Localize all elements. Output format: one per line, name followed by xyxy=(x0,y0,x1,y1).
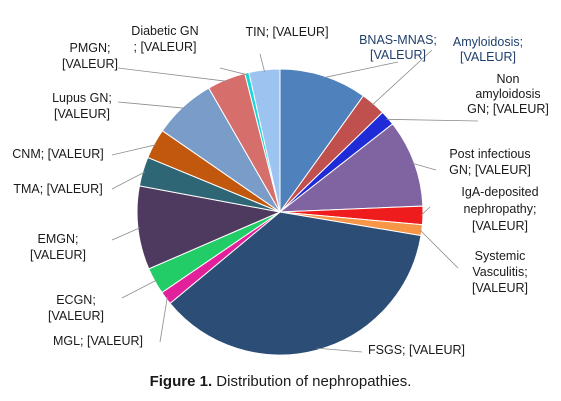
leader-line xyxy=(111,227,141,241)
slice-label-line: [VALEUR] xyxy=(472,281,528,295)
leader-line xyxy=(323,61,399,79)
pie-slice xyxy=(279,68,365,214)
slice-label-line: Lupus GN; xyxy=(52,91,112,105)
slice-label: Systemic Vasculitis; [VALEUR] xyxy=(472,249,528,295)
slice-label: Non amyloidosis GN; [VALEUR] xyxy=(467,72,549,116)
slice-label-line: Non xyxy=(497,72,520,86)
slice-labels: BNAS-MNAS; [VALEUR]Amyloidosis; [VALEUR]No… xyxy=(12,24,549,357)
pie-slices xyxy=(136,68,424,356)
slice-label-line: amyloidosis xyxy=(475,87,540,101)
slice-label-line: CNM; [VALEUR] xyxy=(12,147,103,161)
leader-line xyxy=(420,206,431,216)
slice-label-line: TIN; [VALEUR] xyxy=(245,25,328,39)
slice-label-line: [VALEUR] xyxy=(472,219,528,233)
slice-label-line: Amyloidosis; xyxy=(453,35,523,49)
slice-label-line: IgA-deposited xyxy=(461,185,538,199)
pie-slice xyxy=(136,185,282,270)
slice-label-line: [VALEUR] xyxy=(62,57,118,71)
slice-label-line: Systemic xyxy=(475,249,526,263)
slice-label-line: [VALEUR] xyxy=(370,48,426,62)
leader-line xyxy=(111,171,145,190)
slice-label: PMGN; [VALEUR] xyxy=(62,41,118,71)
slice-label-line: Post infectious xyxy=(449,147,530,161)
slice-label-line: [VALEUR] xyxy=(30,248,86,262)
slice-label: TMA; [VALEUR] xyxy=(13,182,102,196)
leader-line xyxy=(419,229,459,269)
caption-prefix: Figure 1. xyxy=(149,373,213,390)
slice-label-line: FSGS; [VALEUR] xyxy=(368,343,465,357)
slice-label: Lupus GN; [VALEUR] xyxy=(52,91,112,121)
leader-line xyxy=(219,67,248,76)
slice-label-line: EMGN; xyxy=(38,232,79,246)
slice-label-line: GN; [VALEUR] xyxy=(449,163,531,177)
slice-label-line: PMGN; xyxy=(70,41,111,55)
pie-slice xyxy=(169,211,422,356)
leader-line xyxy=(316,347,363,353)
slice-label-line: nephropathy; xyxy=(464,202,537,216)
leader-line xyxy=(117,67,228,82)
slice-label: CNM; [VALEUR] xyxy=(12,147,103,161)
slice-label-line: [VALEUR] xyxy=(48,309,104,323)
slice-label: EMGN; [VALEUR] xyxy=(30,232,86,262)
caption-text: Distribution of nephropathies. xyxy=(212,373,412,390)
pie-slice xyxy=(278,123,424,213)
leader-line xyxy=(371,49,433,106)
leader-lines xyxy=(111,49,479,353)
slice-label: Amyloidosis; [VALEUR] xyxy=(453,35,523,64)
slice-label: BNAS-MNAS; [VALEUR] xyxy=(359,33,437,62)
pie-chart: BNAS-MNAS; [VALEUR]Amyloidosis; [VALEUR]No… xyxy=(12,24,549,357)
slice-label-line: Diabetic GN xyxy=(131,24,198,38)
slice-label: ECGN; [VALEUR] xyxy=(48,293,104,323)
slice-label-line: [VALEUR] xyxy=(460,50,516,64)
leader-line xyxy=(111,144,157,156)
slice-label: MGL; [VALEUR] xyxy=(53,334,143,348)
leader-line xyxy=(259,53,265,72)
slice-label: IgA-deposited nephropathy; [VALEUR] xyxy=(461,185,538,233)
slice-label: TIN; [VALEUR] xyxy=(245,25,328,39)
leader-line xyxy=(386,118,479,122)
leader-line xyxy=(117,101,185,109)
slice-label-line: [VALEUR] xyxy=(54,107,110,121)
slice-label-line: GN; [VALEUR] xyxy=(467,102,549,116)
slice-label: FSGS; [VALEUR] xyxy=(368,343,465,357)
figure-caption: Figure 1. Distribution of nephropathies. xyxy=(0,373,561,390)
slice-label-line: TMA; [VALEUR] xyxy=(13,182,102,196)
slice-label-line: ECGN; xyxy=(56,293,96,307)
slice-label-line: BNAS-MNAS; xyxy=(359,33,437,47)
leader-line xyxy=(121,279,157,299)
slice-label: Diabetic GN ; [VALEUR] xyxy=(131,24,198,54)
slice-label-line: ; [VALEUR] xyxy=(134,40,197,54)
slice-label-line: Vasculitis; xyxy=(472,265,527,279)
slice-label-line: MGL; [VALEUR] xyxy=(53,334,143,348)
slice-label: Post infectious GN; [VALEUR] xyxy=(449,147,531,177)
leader-line xyxy=(159,296,168,343)
leader-line xyxy=(412,162,437,171)
